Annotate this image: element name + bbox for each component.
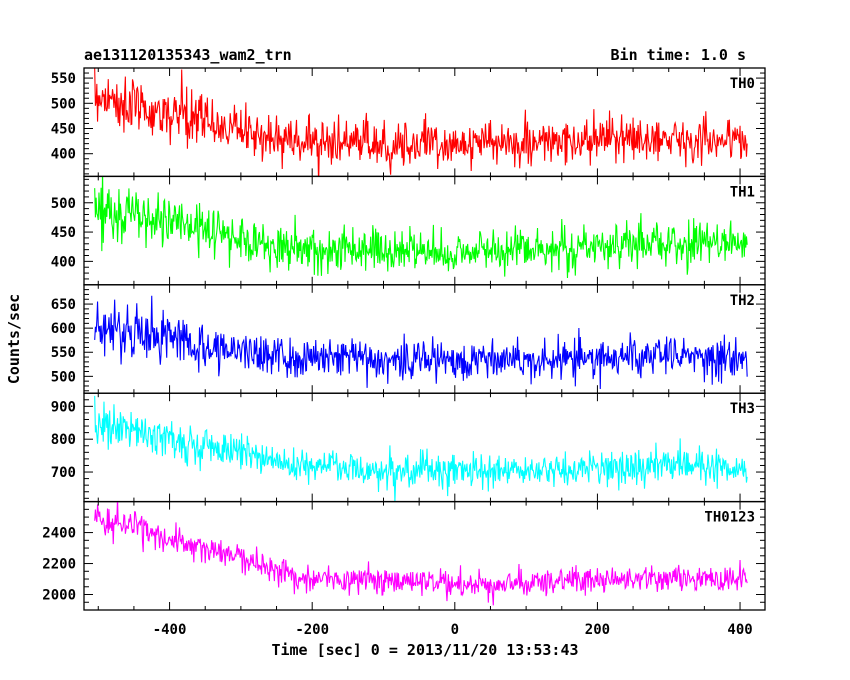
y-tick-label: 600 [51,321,76,337]
panel-label-th0123: TH0123 [704,510,755,526]
panel-th1: 400 450 500 TH1 [51,175,766,286]
panel-th0: 400 450 500 550 TH0 [51,67,766,178]
y-tick-label: 900 [51,399,76,415]
panel-label-th0: TH0 [730,76,755,92]
y-tick-label: 550 [51,71,76,87]
y-tick-label: 650 [51,297,76,313]
series-line-th1 [94,176,748,279]
panel-frame [83,500,766,611]
y-tick-label: 500 [51,369,76,385]
y-tick-label: 500 [51,96,76,112]
panel-label-th2: TH2 [730,293,755,309]
x-tick-label: -200 [295,622,329,638]
panel-th0123: 2000 2200 2400 TH0123 [42,500,766,611]
chart-title: ae131120135343_wam2_trn [84,46,292,64]
x-tick-label: 0 [451,622,459,638]
bin-time-label: Bin time: 1.0 s [611,46,746,64]
x-axis: -400 -200 0 200 400 [153,622,753,638]
series-line-th0 [94,68,748,177]
y-tick-label: 400 [51,254,76,270]
y-axis-title: Counts/sec [5,294,23,384]
x-tick-label: 200 [585,622,610,638]
y-tick-label: 800 [51,432,76,448]
y-tick-label: 2200 [42,557,76,573]
panel-th3: 700 800 900 TH3 [51,392,766,503]
y-tick-label: 550 [51,345,76,361]
y-tick-label: 2400 [42,526,76,542]
panel-th2: 500 550 600 650 TH2 [51,284,766,394]
y-tick-label: 450 [51,122,76,138]
panel-label-th1: TH1 [730,184,755,200]
panels-group: 400 450 500 550 TH0 400 450 500 TH1 500 550 600 650 T… [42,67,766,611]
series-line-th2 [94,295,748,390]
y-tick-label: 400 [51,147,76,163]
y-tick-label: 450 [51,225,76,241]
panel-frame [83,175,766,286]
x-axis-title: Time [sec] 0 = 2013/11/20 13:53:43 [271,641,578,659]
y-tick-label: 700 [51,465,76,481]
x-tick-label: -400 [153,622,187,638]
y-tick-label: 500 [51,196,76,212]
series-line-th3 [94,395,748,502]
x-tick-label: 400 [727,622,752,638]
series-line-th0123 [94,501,748,606]
y-tick-label: 2000 [42,588,76,604]
panel-label-th3: TH3 [730,401,755,417]
